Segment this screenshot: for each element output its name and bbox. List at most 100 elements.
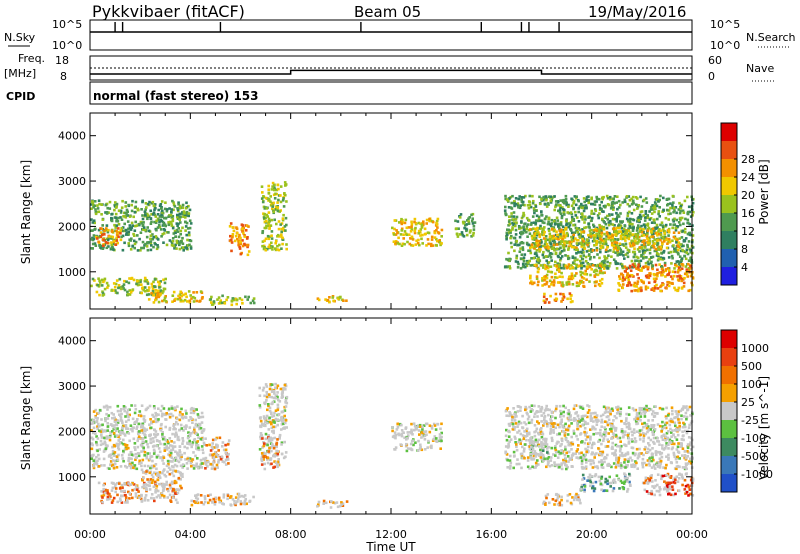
power-echo-cell-10-824: [553, 195, 556, 198]
power-echo-cell-12-61: [537, 280, 540, 284]
velocity-echo-cell-4-20: [234, 501, 238, 505]
velocity-echo-cell-0-62: [146, 445, 150, 449]
velocity-echo-cell-4-39: [245, 502, 248, 506]
velocity-echo-cell-4-61: [190, 503, 194, 507]
power-echo-cell-10-322: [520, 216, 524, 220]
power-echo-cell-0-300: [162, 232, 166, 235]
power-echo-cell-10-638: [519, 257, 523, 260]
power-echo-cell-0-100: [177, 235, 181, 239]
power-echo-cell-10-1198: [547, 217, 550, 221]
velocity-echo-cell-0-91: [148, 452, 151, 455]
power-echo-cell-0-161: [146, 226, 149, 229]
power-echo-cell-3-36: [159, 293, 162, 296]
power-echo-cell-12-75: [586, 267, 589, 270]
power-colorbar-seg-4: [721, 195, 737, 213]
power-echo-cell-10-1203: [673, 209, 676, 212]
velocity-echo-cell-5-69: [278, 433, 282, 437]
power-echo-cell-5-8: [230, 249, 233, 253]
power-echo-cell-14-81: [621, 279, 625, 283]
velocity-echo-cell-8-53: [393, 436, 396, 439]
nsearch-tick-low: 10^0: [710, 39, 740, 52]
power-echo-cell-10-311: [590, 216, 594, 220]
power-echo-cell-0-12: [133, 234, 136, 237]
power-echo-cell-8-56: [400, 244, 404, 247]
velocity-echo-cell-5-135: [281, 410, 285, 413]
power-echo-cell-0-424: [149, 234, 153, 237]
power-echo-cell-8-49: [427, 242, 430, 246]
power-echo-cell-2-29: [162, 290, 165, 293]
power-echo-cell-2-65: [146, 282, 150, 285]
power-echo-cell-8-110: [410, 220, 413, 224]
velocity-echo-cell-2-44: [172, 474, 176, 478]
power-echo-cell-10-535: [520, 200, 524, 204]
power-echo-cell-10-1237: [508, 197, 511, 200]
power-echo-cell-11-268: [532, 236, 536, 240]
power-echo-cell-5-43: [243, 235, 247, 238]
power-echo-cell-10-888: [527, 249, 530, 252]
power-echo-cell-10-412: [642, 255, 645, 259]
power-echo-cell-10-463: [580, 262, 583, 266]
velocity-echo-cell-0-5: [179, 423, 183, 427]
power-echo-cell-10-1263: [626, 251, 629, 255]
power-echo-cell-14-100: [617, 282, 620, 285]
power-echo-cell-9-19: [471, 222, 475, 225]
power-echo-cell-10-1000: [656, 243, 659, 247]
power-echo-cell-4-9: [216, 298, 219, 301]
power-echo-cell-10-839: [520, 220, 523, 223]
power-echo-cell-1-42: [101, 233, 104, 237]
velocity-echo-cell-0-610: [173, 423, 176, 426]
velocity-echo-cell-3-56: [203, 459, 207, 462]
velocity-echo-cell-0-477: [145, 407, 148, 411]
power-echo-cell-0-173: [127, 244, 131, 248]
velocity-echo-cell-8-12: [410, 422, 413, 426]
power-echo-cell-10-406: [567, 225, 571, 229]
power-echo-cell-0-281: [124, 201, 128, 204]
velocity-echo-cell-0-190: [134, 458, 137, 461]
velocity-echo-cell-6-9: [267, 437, 271, 440]
power-echo-cell-11-232: [651, 227, 655, 230]
power-echo-cell-10-986: [640, 254, 644, 257]
power-echo-cell-10-858: [667, 209, 671, 212]
velocity-echo-cell-0-487: [199, 459, 203, 462]
power-echo-cell-10-786: [644, 261, 648, 265]
power-echo-cell-10-889: [557, 224, 560, 227]
velocity-echo-cell-0-547: [116, 419, 120, 423]
velocity-echo-cell-3-73: [215, 453, 218, 456]
velocity-echo-cell-2-62: [146, 478, 149, 481]
velocity-echo-cell-3-48: [224, 463, 228, 466]
power-echo-cell-11-265: [593, 236, 596, 240]
power-echo-cell-10-1055: [540, 210, 543, 213]
power-echo-cell-10-79: [537, 217, 541, 221]
power-echo-cell-0-414: [154, 206, 157, 210]
velocity-echo-cell-4-30: [194, 494, 197, 497]
velocity-echo-cell-5-128: [278, 435, 281, 439]
power-echo-cell-7-12: [332, 299, 335, 303]
power-echo-cell-0-269: [158, 215, 162, 218]
power-echo-cell-9-39: [471, 234, 475, 237]
power-echo-cell-6-163: [277, 187, 280, 191]
power-echo-cell-0-52: [179, 221, 182, 224]
power-echo-cell-8-13: [429, 219, 433, 223]
power-echo-cell-6-64: [261, 240, 265, 243]
power-echo-cell-12-73: [582, 277, 586, 280]
power-echo-cell-10-1204: [522, 196, 526, 199]
power-echo-cell-8-52: [421, 233, 424, 237]
power-echo-cell-8-58: [427, 231, 431, 235]
power-echo-cell-0-144: [130, 203, 133, 207]
power-echo-cell-10-854: [512, 218, 515, 221]
power-echo-cell-10-1037: [559, 199, 562, 202]
power-echo-cell-10-1034: [545, 259, 548, 263]
power-echo-cell-10-375: [606, 214, 609, 218]
velocity-echo-cell-0-538: [111, 459, 115, 462]
velocity-echo-cell-0-38: [133, 467, 137, 470]
power-echo-cell-10-1020: [640, 244, 644, 247]
velocity-echo-cell-0-464: [195, 408, 198, 411]
velocity-echo-cell-0-187: [113, 424, 116, 427]
power-echo-cell-11-188: [565, 231, 569, 235]
power-echo-cell-0-267: [155, 247, 159, 251]
power-echo-cell-11-107: [542, 233, 546, 237]
velocity-echo-cell-5-8: [280, 441, 284, 444]
power-echo-cell-10-1050: [572, 217, 575, 221]
power-echo-cell-10-1323: [522, 259, 526, 263]
velocity-echo-cell-5-82: [274, 386, 277, 389]
